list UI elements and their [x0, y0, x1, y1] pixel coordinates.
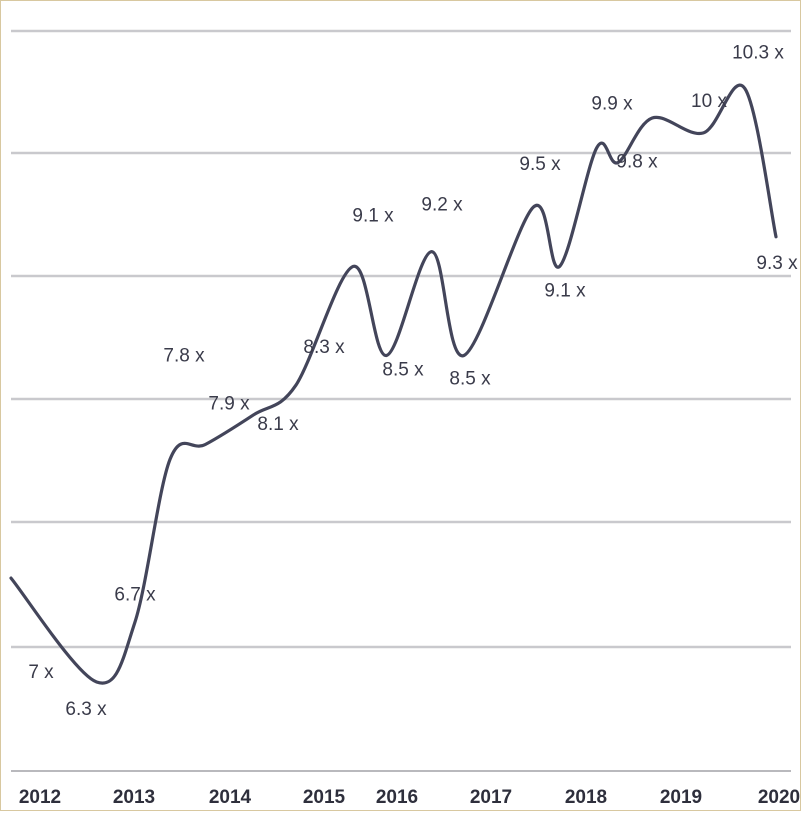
data-label: 10 x: [691, 91, 727, 112]
x-tick-label: 2014: [209, 787, 252, 808]
data-label: 8.3 x: [303, 337, 345, 358]
series-line: [9, 83, 778, 685]
data-label: 7.8 x: [163, 345, 205, 366]
data-label: 9.3 x: [756, 253, 798, 274]
gridlines: [11, 29, 791, 772]
data-label: 10.3 x: [732, 42, 784, 63]
data-label: 9.1 x: [544, 280, 586, 301]
x-tick-label: 2012: [19, 787, 61, 808]
data-label: 9.1 x: [352, 205, 394, 226]
x-tick-label: 2015: [303, 787, 346, 808]
data-label: 7 x: [28, 662, 54, 683]
x-axis-ticks: 2012 2013 2014 2015 2016 2017 2018 2019 2020: [19, 787, 800, 808]
x-tick-label: 2018: [565, 787, 607, 808]
data-label: 9.2 x: [421, 195, 463, 216]
x-tick-label: 2013: [113, 787, 155, 808]
data-labels: 7 x 6.3 x 6.7 x 7.8 x 7.9 x 8.1 x 8.3 x 9.1 x 8.…: [28, 42, 798, 720]
data-label: 6.3 x: [65, 699, 107, 720]
data-label: 8.1 x: [257, 414, 299, 435]
data-label: 6.7 x: [114, 585, 156, 606]
x-tick-label: 2019: [660, 787, 702, 808]
data-label: 7.9 x: [208, 394, 250, 415]
data-label: 9.5 x: [519, 154, 561, 175]
x-tick-label: 2020: [758, 787, 800, 808]
data-label: 9.8 x: [616, 152, 658, 173]
x-tick-label: 2016: [376, 787, 418, 808]
data-label: 9.9 x: [591, 94, 633, 115]
data-label: 8.5 x: [449, 369, 491, 390]
data-label: 8.5 x: [382, 360, 424, 381]
x-tick-label: 2017: [470, 787, 512, 808]
